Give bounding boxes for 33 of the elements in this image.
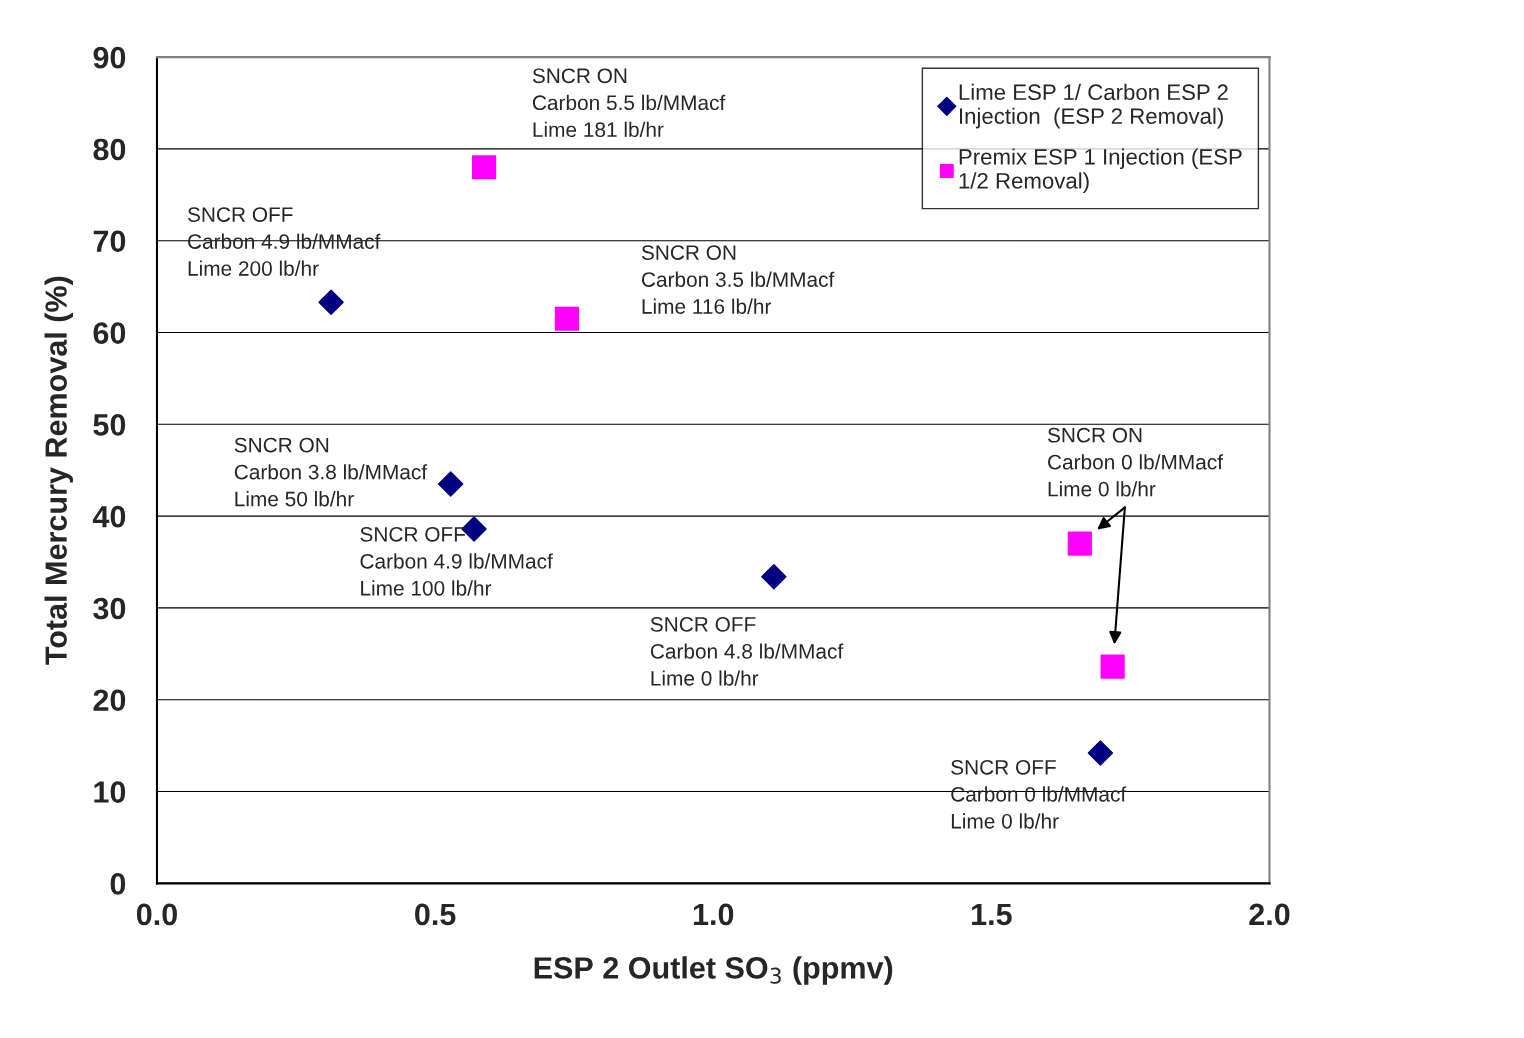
y-tick-label: 20 bbox=[93, 689, 126, 712]
annotation: SNCR ON Carbon 5.5 lb/MMacf Lime 181 lb/hr bbox=[532, 68, 726, 138]
y-tick-label: 90 bbox=[93, 46, 126, 69]
y-tick-label: 60 bbox=[93, 322, 126, 344]
annotation: SNCR OFF Carbon 4.9 lb/MMacf Lime 100 lb/hr bbox=[360, 526, 553, 596]
point bbox=[1100, 654, 1125, 679]
annotation: SNCR OFF Carbon 4.8 lb/MMacf Lime 0 lb/hr bbox=[650, 617, 844, 686]
y-tick-label: 80 bbox=[93, 138, 126, 161]
y-tick-label: 70 bbox=[93, 230, 126, 253]
y-tick-label: 0 bbox=[110, 873, 126, 895]
y-tick-label: 40 bbox=[92, 505, 126, 528]
point bbox=[437, 471, 464, 497]
point bbox=[1067, 531, 1092, 556]
y-axis-title: Total Mercury Removal (%) bbox=[44, 276, 73, 665]
x-tick-label: 0.0 bbox=[136, 903, 177, 926]
y-tick-label: 50 bbox=[93, 414, 126, 436]
y-tick-label: 10 bbox=[94, 781, 126, 803]
x-tick-label: 1.0 bbox=[693, 903, 734, 926]
point bbox=[471, 155, 497, 180]
x-tick-label: 0.5 bbox=[415, 903, 456, 926]
x-tick-label: 2.0 bbox=[1249, 903, 1290, 926]
point bbox=[554, 306, 580, 331]
annotation: SNCR ON Carbon 3.8 lb/MMacf Lime 50 lb/hr bbox=[234, 437, 428, 507]
point bbox=[1087, 740, 1114, 766]
y-tick-label: 30 bbox=[93, 597, 126, 620]
annotation: SNCR ON Carbon 0 lb/MMacf Lime 0 lb/hr bbox=[1047, 427, 1224, 497]
annotation: SNCR ON Carbon 3.5 lb/MMacf Lime 116 lb/hr bbox=[641, 245, 835, 314]
x-axis-title: ESP 2 Outlet SO$_{3}$ (ppmv) bbox=[534, 956, 893, 985]
point bbox=[761, 564, 787, 590]
x-tick-label: 1.5 bbox=[972, 903, 1012, 926]
point bbox=[318, 289, 344, 315]
legend-label: Premix ESP 1 Injection (ESP 1/2 Removal) bbox=[959, 148, 1242, 194]
legend-label: Lime ESP 1/ Carbon ESP 2 Injection (ESP 2 Removal) bbox=[959, 83, 1228, 129]
